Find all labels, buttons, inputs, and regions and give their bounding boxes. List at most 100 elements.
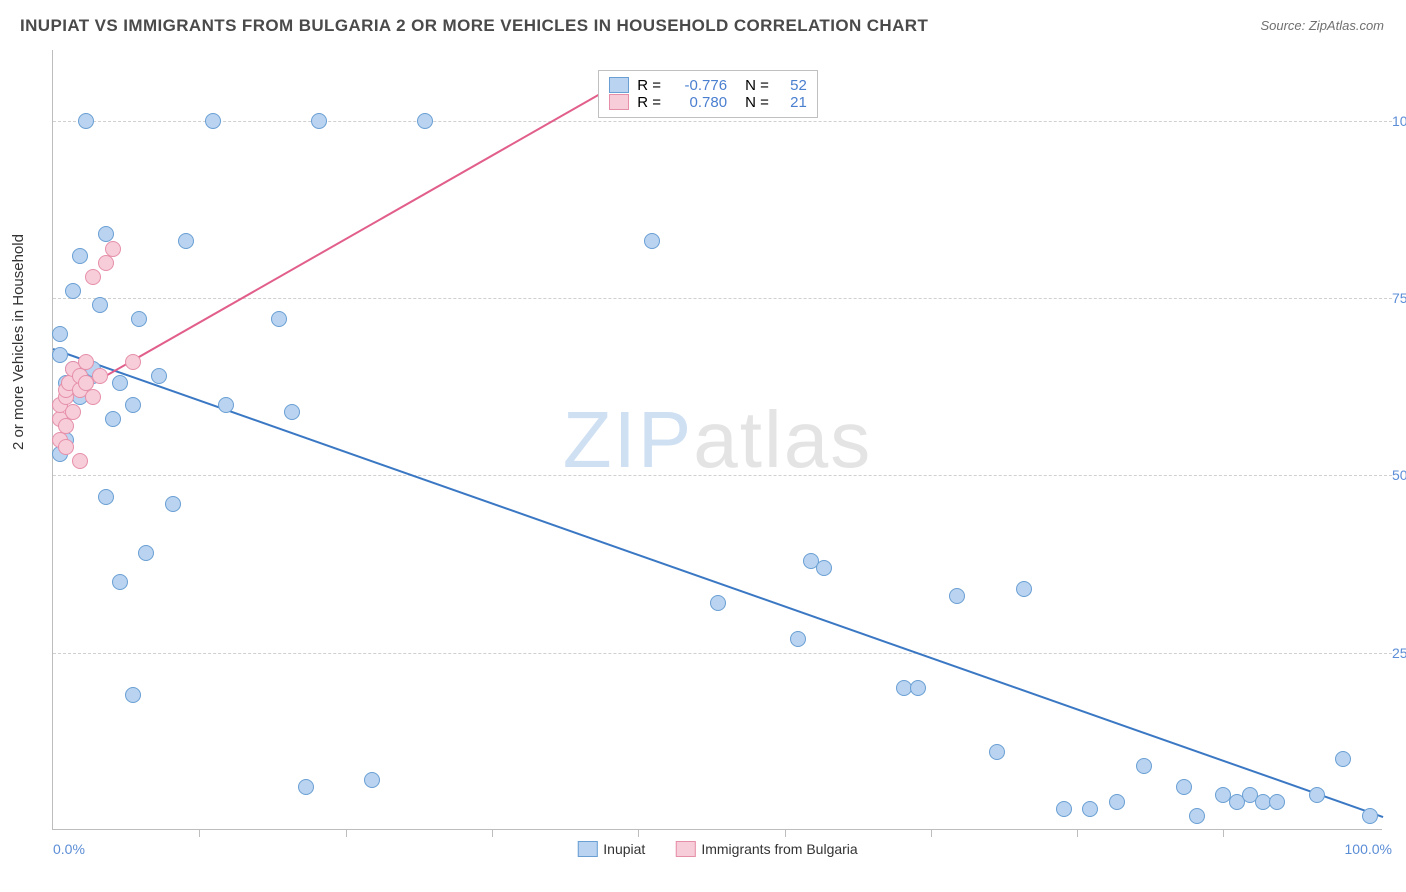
stats-r-label: R = (637, 94, 661, 111)
data-point (151, 368, 167, 384)
legend-swatch-inupiat (577, 841, 597, 857)
stats-legend: R = -0.776 N = 52 R = 0.780 N = 21 (598, 70, 818, 118)
data-point (1269, 794, 1285, 810)
data-point (105, 241, 121, 257)
legend-label-inupiat: Inupiat (603, 841, 645, 857)
data-point (72, 453, 88, 469)
scatter-plot-area: ZIPatlas 0.0% 100.0% Inupiat Immigrants … (52, 50, 1382, 830)
gridline (53, 298, 1392, 299)
gridline (53, 475, 1392, 476)
data-point (52, 326, 68, 342)
data-point (218, 397, 234, 413)
data-point (72, 248, 88, 264)
data-point (92, 297, 108, 313)
data-point (311, 113, 327, 129)
data-point (165, 496, 181, 512)
data-point (131, 311, 147, 327)
y-tick-label: 100.0% (1386, 113, 1406, 129)
legend-item-bulgaria: Immigrants from Bulgaria (675, 841, 857, 857)
x-tick (199, 829, 200, 837)
data-point (710, 595, 726, 611)
data-point (417, 113, 433, 129)
stats-r-label: R = (637, 77, 661, 94)
x-tick (931, 829, 932, 837)
data-point (112, 574, 128, 590)
watermark-atlas: atlas (693, 395, 872, 484)
data-point (125, 687, 141, 703)
data-point (105, 411, 121, 427)
x-axis-min-label: 0.0% (53, 841, 85, 857)
stats-n-value: 21 (777, 94, 807, 111)
data-point (138, 545, 154, 561)
data-point (78, 354, 94, 370)
data-point (644, 233, 660, 249)
legend-label-bulgaria: Immigrants from Bulgaria (701, 841, 857, 857)
legend-swatch-bulgaria (675, 841, 695, 857)
stats-swatch (609, 77, 629, 93)
data-point (125, 397, 141, 413)
y-axis-label: 2 or more Vehicles in Household (10, 234, 27, 450)
data-point (58, 418, 74, 434)
data-point (112, 375, 128, 391)
gridline (53, 653, 1392, 654)
data-point (989, 744, 1005, 760)
stats-legend-row: R = 0.780 N = 21 (609, 94, 807, 111)
data-point (78, 113, 94, 129)
chart-title: INUPIAT VS IMMIGRANTS FROM BULGARIA 2 OR… (20, 16, 928, 36)
data-point (1056, 801, 1072, 817)
data-point (92, 368, 108, 384)
x-tick (785, 829, 786, 837)
x-tick (638, 829, 639, 837)
data-point (98, 255, 114, 271)
data-point (1189, 808, 1205, 824)
data-point (949, 588, 965, 604)
data-point (65, 283, 81, 299)
stats-n-value: 52 (777, 77, 807, 94)
data-point (85, 269, 101, 285)
watermark: ZIPatlas (563, 394, 872, 486)
data-point (58, 439, 74, 455)
data-point (1309, 787, 1325, 803)
data-point (790, 631, 806, 647)
data-point (1335, 751, 1351, 767)
data-point (284, 404, 300, 420)
data-point (271, 311, 287, 327)
data-point (1082, 801, 1098, 817)
series-legend: Inupiat Immigrants from Bulgaria (577, 841, 857, 857)
data-point (85, 389, 101, 405)
source-attribution: Source: ZipAtlas.com (1260, 18, 1384, 33)
stats-n-label: N = (745, 77, 769, 94)
data-point (205, 113, 221, 129)
watermark-zip: ZIP (563, 395, 693, 484)
data-point (178, 233, 194, 249)
data-point (1016, 581, 1032, 597)
data-point (1109, 794, 1125, 810)
x-tick (346, 829, 347, 837)
gridline (53, 121, 1392, 122)
y-tick-label: 75.0% (1386, 290, 1406, 306)
x-tick (1077, 829, 1078, 837)
data-point (65, 404, 81, 420)
data-point (98, 489, 114, 505)
data-point (1176, 779, 1192, 795)
y-tick-label: 25.0% (1386, 645, 1406, 661)
stats-n-label: N = (745, 94, 769, 111)
data-point (298, 779, 314, 795)
x-tick (492, 829, 493, 837)
data-point (1362, 808, 1378, 824)
stats-legend-row: R = -0.776 N = 52 (609, 77, 807, 94)
stats-swatch (609, 94, 629, 110)
data-point (910, 680, 926, 696)
x-axis-max-label: 100.0% (1345, 841, 1392, 857)
data-point (364, 772, 380, 788)
x-tick (1223, 829, 1224, 837)
stats-r-value: 0.780 (669, 94, 727, 111)
legend-item-inupiat: Inupiat (577, 841, 645, 857)
stats-r-value: -0.776 (669, 77, 727, 94)
data-point (816, 560, 832, 576)
regression-line-0 (53, 348, 1384, 818)
data-point (125, 354, 141, 370)
y-tick-label: 50.0% (1386, 467, 1406, 483)
data-point (1136, 758, 1152, 774)
data-point (52, 347, 68, 363)
